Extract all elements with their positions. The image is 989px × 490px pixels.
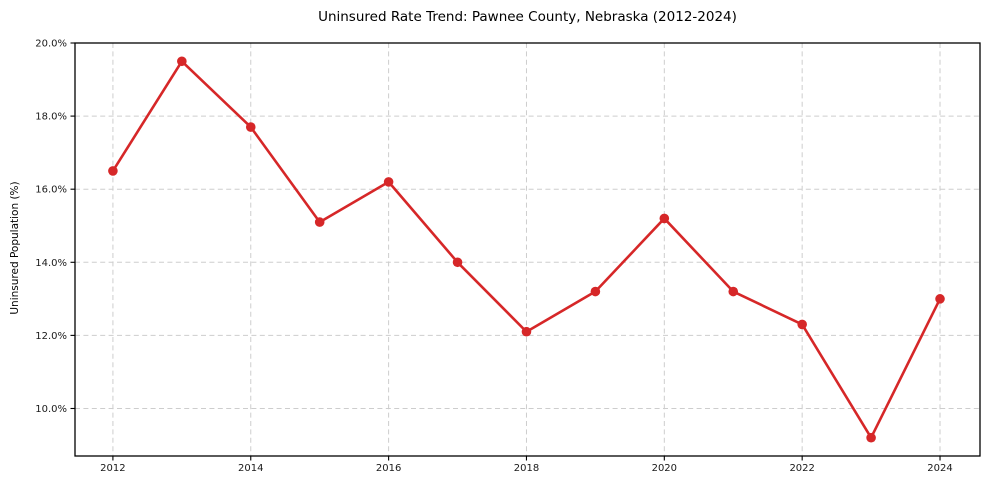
data-point (521, 326, 532, 337)
plot-border (74, 42, 981, 457)
x-tick-label: 2014 (238, 463, 263, 474)
y-tick-label: 12.0% (35, 331, 67, 342)
y-tick-label: 10.0% (35, 404, 67, 415)
y-tick-label: 16.0% (35, 185, 67, 196)
data-point (245, 122, 256, 132)
data-point (177, 56, 187, 67)
x-tick-label: 2018 (514, 463, 539, 474)
x-tick-label: 2022 (789, 463, 814, 474)
y-tick-label: 18.0% (35, 112, 67, 123)
data-point (108, 166, 118, 176)
y-axis-label: Uninsured Population (%) (9, 181, 21, 314)
y-tick-label: 14.0% (35, 258, 67, 269)
chart-title: Uninsured Rate Trend: Pawnee County, Neb… (318, 9, 737, 25)
data-point (452, 257, 463, 268)
chart-gridlines (75, 42, 980, 456)
data-point (383, 177, 394, 187)
y-tick-label: 20.0% (35, 39, 67, 50)
data-point (866, 432, 876, 443)
data-point (659, 213, 670, 224)
data-point (728, 286, 739, 297)
data-point (797, 319, 807, 330)
x-tick-label: 2012 (100, 463, 125, 474)
data-point (590, 286, 601, 297)
x-tick-label: 2024 (927, 463, 952, 474)
data-point (935, 294, 945, 304)
data-point (314, 217, 325, 227)
chart-axes: 10.0% 12.0% 14.0% 16.0% 18.0% 20.0% 2012 2014 20… (35, 39, 981, 474)
x-tick-label: 2016 (376, 463, 401, 474)
x-tick-label: 2020 (652, 463, 677, 474)
chart-series (108, 56, 945, 443)
